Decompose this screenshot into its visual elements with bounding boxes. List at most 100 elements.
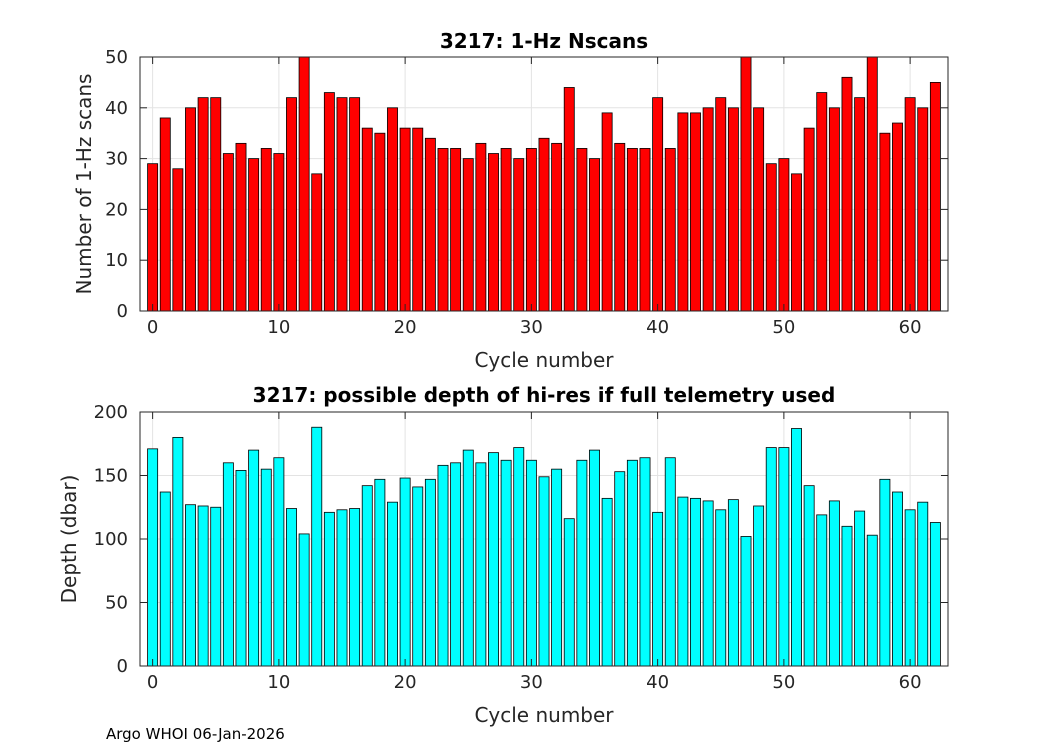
bar [551,142,563,312]
chart-title: 3217: 1-Hz Nscans [440,29,648,53]
y-tick-label: 0 [117,656,128,677]
bar [273,153,285,312]
bar [828,107,840,312]
bar [626,148,638,312]
bar [235,142,247,312]
ticks: 0 10 20 30 40 50 60 0 10 20 30 40 50 [105,47,948,338]
bar [387,501,398,667]
bar [475,142,487,312]
bar [260,148,272,312]
bars [147,56,941,312]
bar [361,485,373,667]
x-tick-label: 50 [772,672,795,693]
bar [639,457,651,667]
y-tick-label: 20 [105,199,128,220]
bar [210,97,222,312]
y-axis-label: Number of 1-Hz scans [72,74,96,295]
bar [816,514,828,667]
bar [879,132,891,312]
x-tick-label: 60 [899,317,922,338]
bar [323,92,335,312]
bar [778,447,790,667]
x-tick-label: 10 [267,317,290,338]
y-tick-label: 40 [105,98,128,119]
x-tick-label: 20 [394,672,417,693]
bar [349,508,361,667]
bar [854,97,866,312]
x-tick-label: 60 [899,672,922,693]
bar [879,478,891,667]
x-tick-label: 50 [772,317,795,338]
x-tick-label: 0 [147,317,158,338]
x-axis-label: Cycle number [474,348,614,372]
x-tick-label: 40 [646,672,669,693]
y-tick-label: 100 [94,529,128,550]
bar [664,457,676,667]
bar [614,471,626,667]
bar [336,509,348,667]
bar [248,449,260,667]
bar [753,505,765,667]
bar [248,158,260,312]
x-tick-label: 40 [646,317,669,338]
bar [374,132,386,312]
bar [892,491,903,667]
bar [185,504,196,667]
bar [488,153,499,312]
bar [816,92,828,312]
axes-box [139,56,949,312]
bar [917,501,929,667]
bar [286,508,297,667]
bar [727,499,739,667]
bar [601,112,613,312]
y-tick-label: 30 [105,149,128,170]
bar [488,452,499,667]
x-tick-label: 30 [520,672,543,693]
bar [563,518,575,667]
bar [753,107,765,312]
y-tick-label: 150 [94,466,128,487]
bar [626,459,638,667]
bar [929,522,941,667]
bar [866,534,878,667]
bar [197,505,209,667]
bar [513,158,525,312]
bar [450,148,462,312]
bar [437,148,449,312]
bar [690,112,701,312]
bar [715,97,727,312]
bar [399,127,411,312]
bar [374,478,386,667]
y-tick-label: 10 [105,250,128,271]
bar [298,533,310,667]
bar [399,477,411,667]
bar [765,163,777,312]
bar [892,122,903,312]
chart-title: 3217: possible depth of hi-res if full t… [253,383,836,407]
nscans-chart: 0 10 20 30 40 50 60 0 10 20 30 40 50 3217: 1-Hz Nsca… [72,29,949,372]
bar [601,497,613,667]
bar [652,97,664,312]
bar [854,510,866,667]
bar [235,470,247,667]
bar [551,468,563,667]
bar [702,107,714,312]
bar [311,426,323,667]
bar [172,168,184,312]
x-tick-label: 10 [267,672,290,693]
bar [323,511,335,667]
bar [273,457,285,667]
bar [538,137,550,312]
bar [563,87,575,312]
bar [778,158,790,312]
bar [841,525,853,667]
bar [336,97,348,312]
bar [222,153,234,312]
y-tick-label: 50 [105,47,128,68]
bar [424,478,436,667]
bar [525,459,537,667]
x-tick-label: 30 [520,317,543,338]
bar [589,158,600,312]
bar [311,173,323,312]
